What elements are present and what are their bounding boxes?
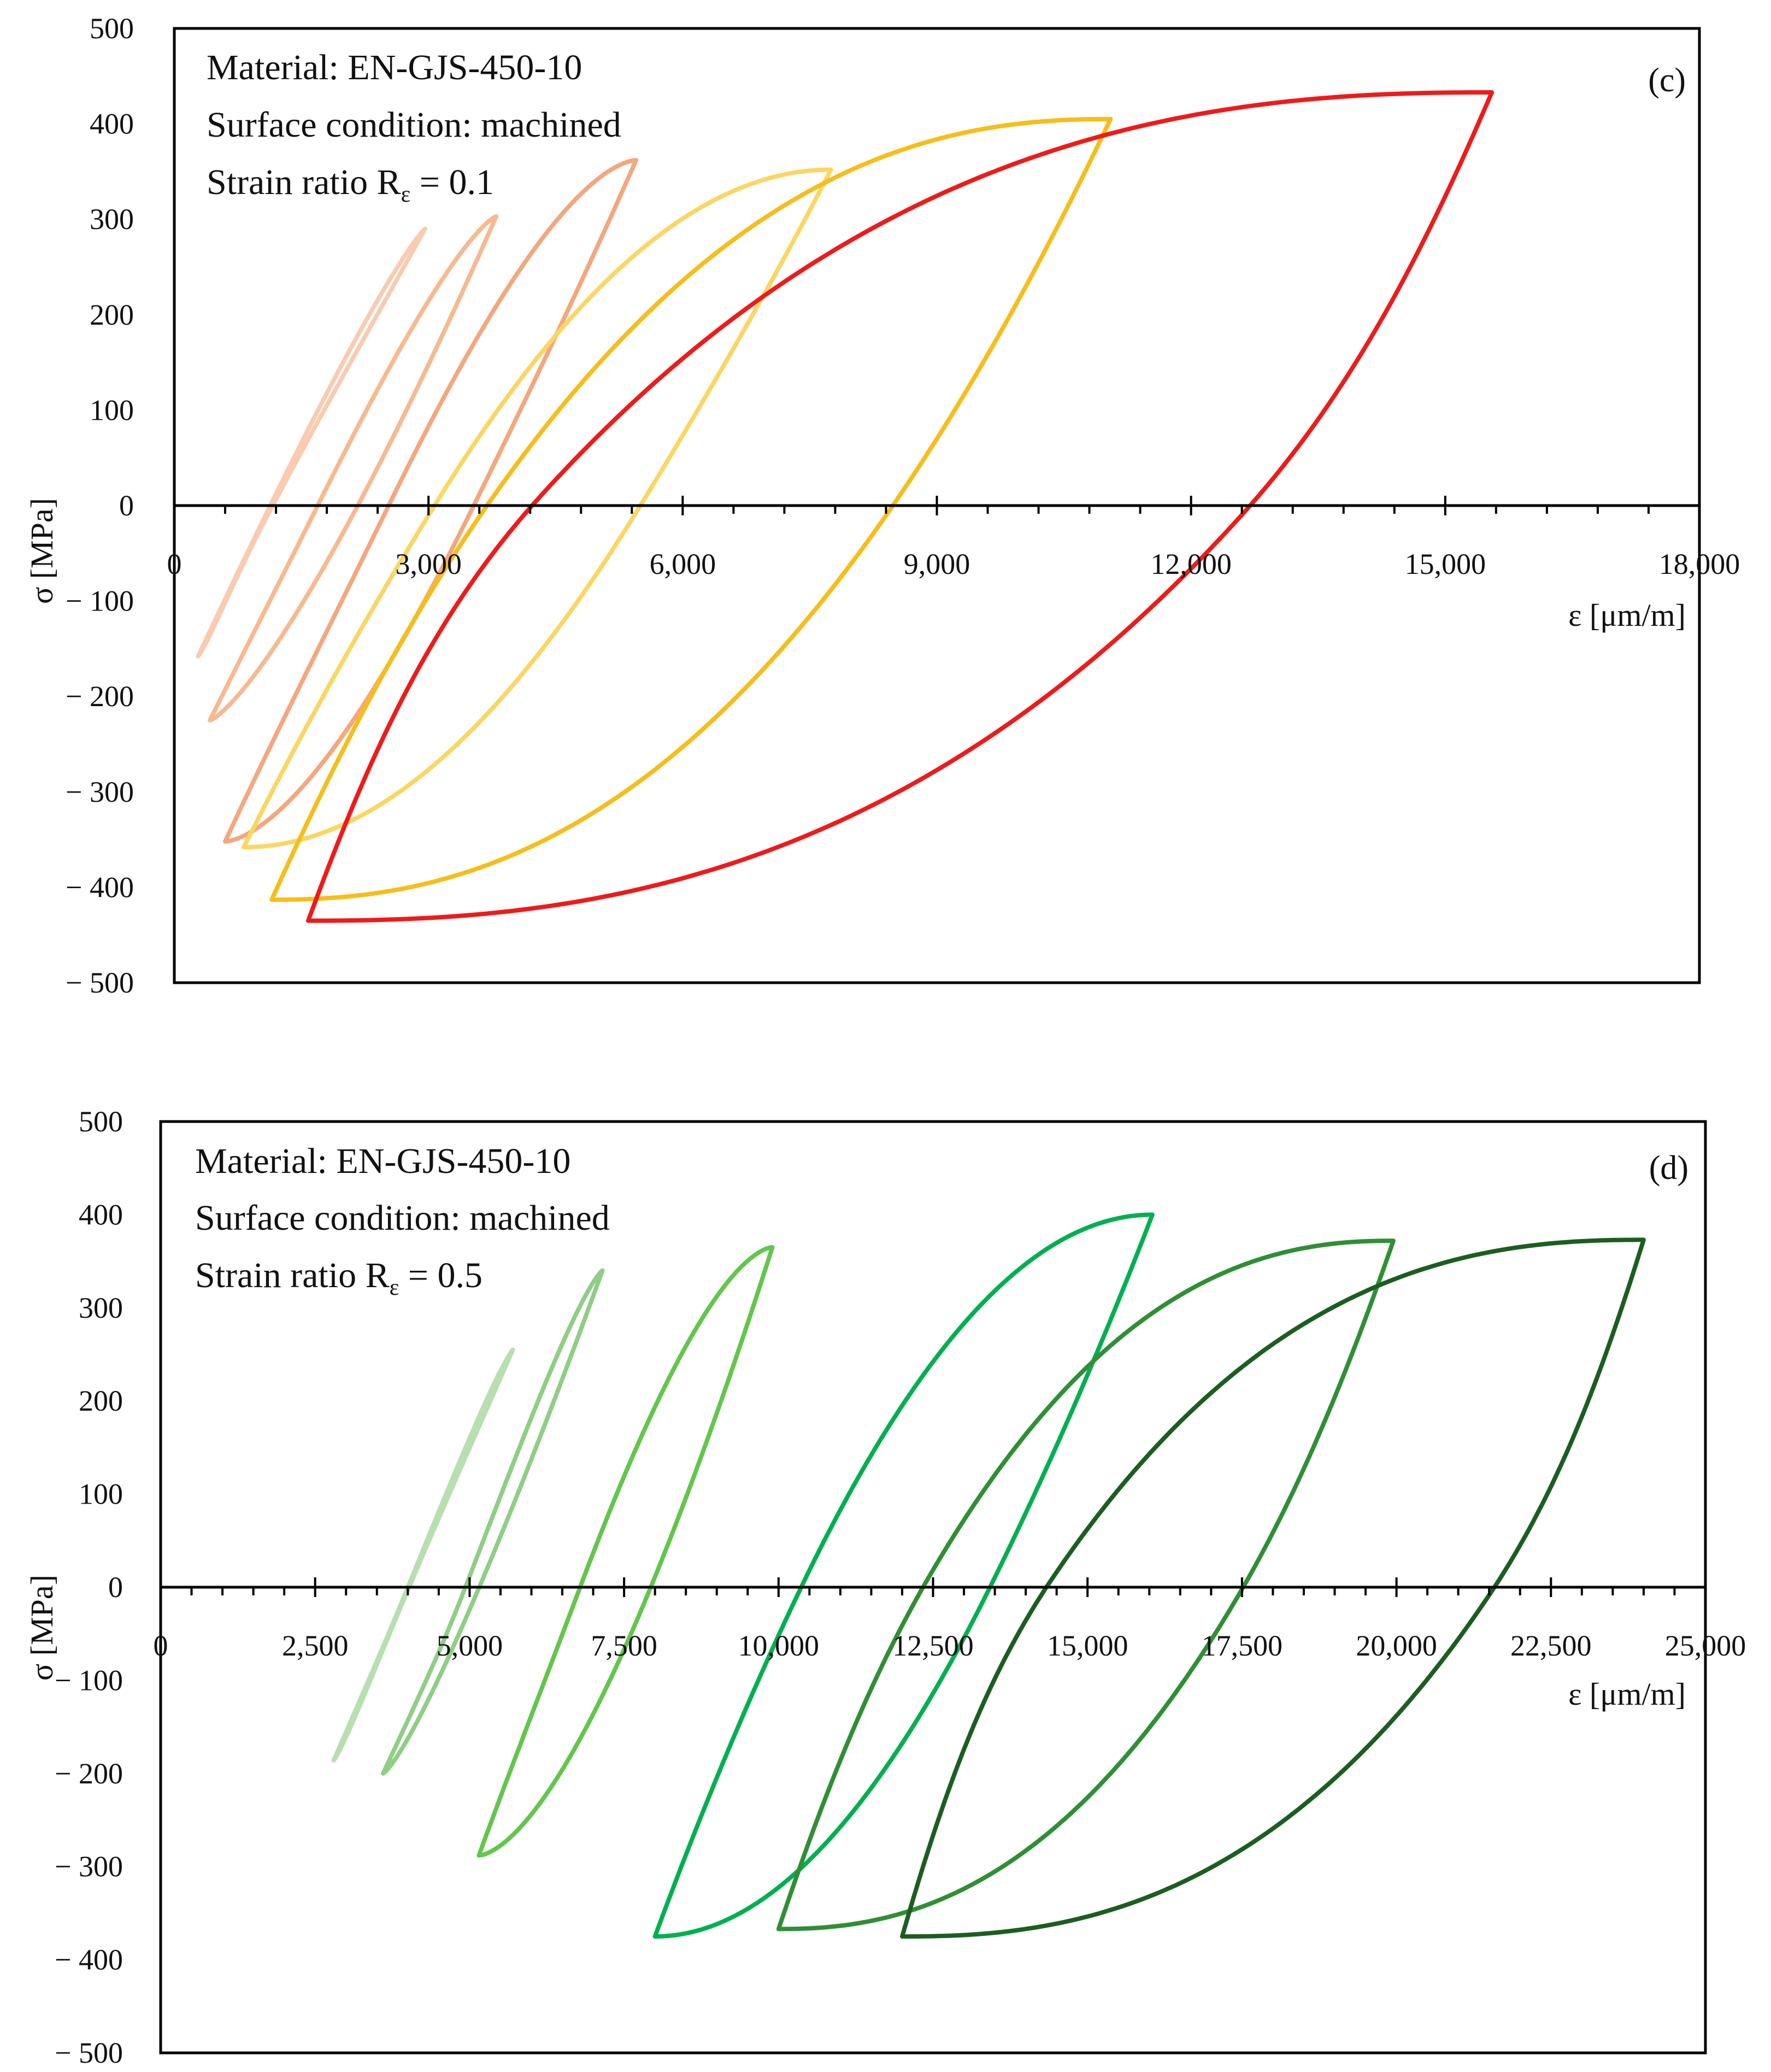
y-tick-label: 200 xyxy=(90,298,134,331)
y-tick-label: 100 xyxy=(79,1478,123,1511)
strain-ratio-prefix: Strain ratio R xyxy=(195,1255,390,1295)
y-tick-label: 300 xyxy=(79,1292,123,1324)
y-axis-title: σ [MPa] xyxy=(24,1575,60,1681)
hysteresis-loop-5 xyxy=(776,1238,1396,1932)
x-axis-title: ε [μm/m] xyxy=(1568,1676,1686,1712)
x-tick-label: 0 xyxy=(154,1629,168,1662)
annotation-material: Material: EN-GJS-450-10 xyxy=(195,1141,570,1181)
x-tick-label: 10,000 xyxy=(738,1629,820,1662)
y-tick-label: − 200 xyxy=(66,680,134,713)
y-tick-label: − 300 xyxy=(55,1850,123,1883)
hysteresis-loop-4 xyxy=(242,167,833,850)
hysteresis-loops xyxy=(331,1212,1646,1939)
hysteresis-loop-3 xyxy=(476,1245,775,1858)
x-tick-label: 15,000 xyxy=(1405,548,1486,580)
x-tick-label: 20,000 xyxy=(1356,1629,1437,1662)
x-tick-label: 2,500 xyxy=(282,1629,349,1662)
hysteresis-loop-5 xyxy=(269,116,1113,902)
x-tick-label: 3,000 xyxy=(395,548,462,580)
y-tick-label: 100 xyxy=(90,394,134,426)
x-tick-label: 12,500 xyxy=(892,1629,974,1662)
x-tick-label: 25,000 xyxy=(1665,1629,1746,1662)
hysteresis-loop-3 xyxy=(223,157,639,844)
x-tick-label: 15,000 xyxy=(1047,1629,1128,1662)
strain-ratio-value: = 0.5 xyxy=(399,1255,483,1295)
y-tick-label: 200 xyxy=(79,1384,123,1417)
y-tick-label: 300 xyxy=(90,203,134,236)
annotation-strain-ratio: Strain ratio Rε = 0.5 xyxy=(195,1255,483,1300)
strain-ratio-value: = 0.1 xyxy=(410,162,494,202)
x-tick-label: 6,000 xyxy=(650,548,716,580)
x-axis-ticks: 0 3,000 6,000 9,000 12,000 15,000 18,000 xyxy=(167,496,1740,580)
y-tick-label: 400 xyxy=(90,108,134,140)
annotation-material: Material: EN-GJS-450-10 xyxy=(207,48,582,87)
panel-label: (c) xyxy=(1648,62,1686,99)
strain-ratio-subscript: ε xyxy=(390,1275,399,1300)
hysteresis-loop-1 xyxy=(196,226,427,659)
y-axis-ticks: 500 400 300 200 100 0 − 100 − 200 − 300 − 400 − 50… xyxy=(55,1105,123,2069)
annotation-surface: Surface condition: machined xyxy=(207,105,621,145)
y-axis-ticks: 500 400 300 200 100 0 − 100 − 200 − 300 − 400 − 50… xyxy=(66,12,134,999)
x-tick-label: 22,500 xyxy=(1510,1629,1592,1662)
y-axis-title: σ [MPa] xyxy=(24,498,60,604)
y-tick-label: − 100 xyxy=(66,585,134,618)
hysteresis-loop-4 xyxy=(652,1212,1155,1939)
hysteresis-loop-1 xyxy=(331,1347,515,1763)
y-tick-label: 0 xyxy=(119,489,134,522)
y-tick-label: − 400 xyxy=(66,871,134,903)
y-tick-label: 400 xyxy=(79,1198,123,1231)
x-axis-ticks: 0 2,500 5,000 7,500 10,000 12,500 15,000 17,500… xyxy=(154,1577,1746,1662)
y-tick-label: − 500 xyxy=(66,966,134,999)
strain-ratio-subscript: ε xyxy=(401,182,411,207)
x-axis-title: ε [μm/m] xyxy=(1568,597,1686,633)
x-tick-label: 18,000 xyxy=(1659,548,1740,580)
hysteresis-loop-2 xyxy=(381,1268,605,1776)
y-tick-label: − 500 xyxy=(55,2036,123,2069)
annotation-strain-ratio: Strain ratio Rε = 0.1 xyxy=(207,162,494,207)
chart-panel-c: 0 3,000 6,000 9,000 12,000 15,000 18,000 500 40… xyxy=(24,12,1740,999)
hysteresis-loops xyxy=(196,90,1495,923)
hysteresis-loop-6 xyxy=(900,1237,1646,1939)
y-tick-label: 500 xyxy=(90,12,134,45)
x-tick-label: 0 xyxy=(167,548,182,580)
y-tick-label: − 300 xyxy=(66,776,134,808)
x-tick-label: 17,500 xyxy=(1202,1629,1283,1662)
hysteresis-loop-2 xyxy=(208,214,499,723)
y-tick-label: − 200 xyxy=(55,1757,123,1790)
y-tick-label: − 100 xyxy=(55,1664,123,1697)
y-tick-label: 0 xyxy=(108,1571,123,1604)
y-tick-label: − 400 xyxy=(55,1944,123,1976)
x-tick-label: 12,000 xyxy=(1150,548,1232,580)
chart-panel-d: 0 2,500 5,000 7,500 10,000 12,500 15,000 17,500… xyxy=(24,1105,1746,2069)
x-tick-label: 7,500 xyxy=(591,1629,657,1662)
strain-ratio-prefix: Strain ratio R xyxy=(207,162,401,202)
y-tick-label: 500 xyxy=(79,1105,123,1138)
x-tick-label: 5,000 xyxy=(437,1629,503,1662)
panel-label: (d) xyxy=(1649,1149,1688,1187)
hysteresis-loop-6 xyxy=(306,90,1495,923)
annotation-surface: Surface condition: machined xyxy=(195,1198,610,1238)
x-tick-label: 9,000 xyxy=(904,548,970,580)
